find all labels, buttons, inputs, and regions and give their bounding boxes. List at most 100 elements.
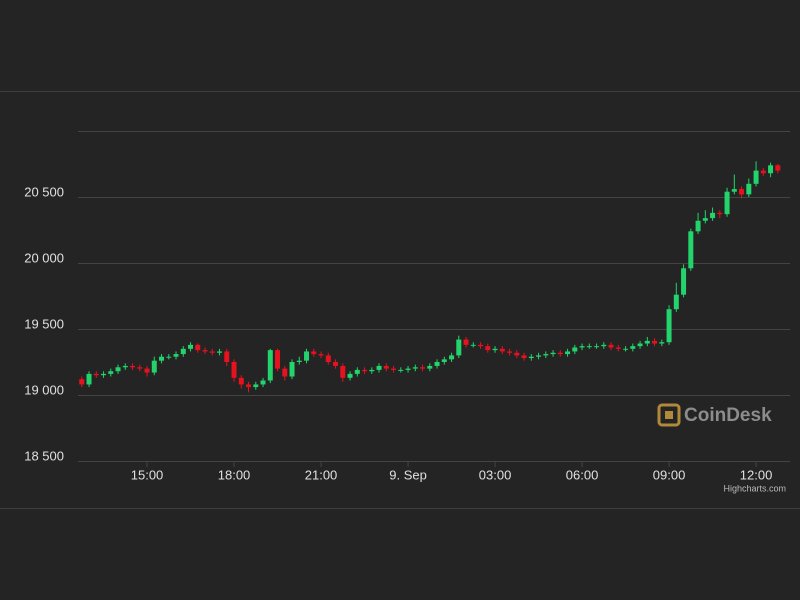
candle-body bbox=[543, 354, 549, 356]
candle-body bbox=[144, 368, 150, 373]
credits: Highcharts.com bbox=[723, 483, 786, 493]
candle-body bbox=[775, 165, 781, 171]
candle-body bbox=[405, 368, 411, 370]
candle-body bbox=[623, 348, 629, 350]
candle-body bbox=[710, 212, 716, 219]
candle-body bbox=[594, 346, 600, 348]
y-tick-label: 20 000 bbox=[24, 250, 64, 265]
candle-body bbox=[275, 350, 281, 369]
x-tick-label: 03:00 bbox=[479, 467, 512, 482]
watermark-text: CoinDesk bbox=[684, 405, 772, 426]
candle-body bbox=[463, 339, 469, 345]
candle-body bbox=[340, 365, 346, 378]
candle-body bbox=[209, 351, 215, 353]
candle-body bbox=[383, 365, 389, 369]
candle-body bbox=[188, 344, 194, 349]
candle-body bbox=[108, 371, 114, 374]
candle-body bbox=[427, 365, 433, 369]
candle-body bbox=[746, 183, 752, 195]
y-tick-label: 19 500 bbox=[24, 316, 64, 331]
candle-body bbox=[673, 294, 679, 310]
candle-body bbox=[565, 351, 571, 355]
candle-body bbox=[579, 346, 585, 348]
candle-body bbox=[528, 356, 534, 359]
x-tick-label: 18:00 bbox=[218, 467, 251, 482]
candle-body bbox=[115, 367, 121, 372]
candle-body bbox=[470, 344, 476, 346]
candle-body bbox=[354, 369, 360, 374]
candle-body bbox=[695, 220, 701, 232]
candle-body bbox=[296, 360, 302, 362]
candle-body bbox=[267, 350, 273, 381]
candle-body bbox=[499, 348, 505, 352]
candle-body bbox=[347, 373, 353, 378]
candle-body bbox=[151, 360, 157, 373]
candle-body bbox=[753, 170, 759, 184]
candle-body bbox=[173, 354, 179, 357]
candle-body bbox=[325, 355, 331, 362]
candle-body bbox=[659, 342, 665, 344]
candle-body bbox=[630, 346, 636, 349]
y-tick-label: 18 500 bbox=[24, 448, 64, 463]
candle-body bbox=[122, 365, 128, 368]
candle-body bbox=[101, 373, 107, 376]
candle-body bbox=[420, 367, 426, 369]
candle-body bbox=[93, 373, 99, 376]
candle-body bbox=[681, 268, 687, 295]
candle-body bbox=[289, 362, 295, 377]
candle-body bbox=[507, 351, 513, 353]
x-tick-label: 12:00 bbox=[740, 467, 773, 482]
candle-body bbox=[666, 309, 672, 343]
candle-body bbox=[195, 344, 201, 351]
candle-body bbox=[159, 356, 165, 361]
x-tick-label: 09:00 bbox=[653, 467, 686, 482]
candle-body bbox=[246, 384, 252, 388]
x-tick-label: 15:00 bbox=[131, 467, 164, 482]
candle-body bbox=[311, 351, 317, 355]
candle-body bbox=[731, 189, 737, 192]
candle-body bbox=[760, 170, 766, 174]
candle-body bbox=[398, 369, 404, 371]
candle-body bbox=[376, 365, 382, 370]
candle-body bbox=[717, 212, 723, 215]
x-tick-label: 9. Sep bbox=[389, 467, 427, 482]
candle-body bbox=[608, 344, 614, 348]
candle-body bbox=[231, 362, 237, 378]
candle-body bbox=[441, 359, 447, 362]
candle-body bbox=[412, 367, 418, 369]
candle-body bbox=[362, 369, 368, 372]
y-tick-label: 20 500 bbox=[24, 184, 64, 199]
candle-body bbox=[86, 373, 92, 385]
candle-body bbox=[724, 191, 730, 215]
x-tick-label: 06:00 bbox=[566, 467, 599, 482]
candle-body bbox=[137, 367, 143, 369]
x-tick-label: 21:00 bbox=[305, 467, 338, 482]
candle-body bbox=[702, 218, 708, 221]
candle-body bbox=[478, 344, 484, 347]
candle-body bbox=[180, 348, 186, 355]
candle-body bbox=[456, 339, 462, 356]
candle-body bbox=[652, 340, 658, 344]
candle-body bbox=[586, 346, 592, 348]
candle-body bbox=[318, 354, 324, 356]
candle-body bbox=[391, 368, 397, 370]
candle-body bbox=[304, 351, 310, 361]
candle-body bbox=[166, 356, 172, 358]
candle-body bbox=[434, 362, 440, 366]
candle-body bbox=[572, 347, 578, 352]
candle-body bbox=[485, 346, 491, 351]
candle-body bbox=[637, 343, 643, 347]
candle-body bbox=[601, 344, 607, 347]
candle-body bbox=[644, 340, 650, 344]
candle-body bbox=[369, 369, 375, 372]
candle-body bbox=[253, 384, 259, 388]
watermark-logo bbox=[657, 403, 681, 427]
candle-body bbox=[333, 362, 339, 366]
candle-body bbox=[492, 348, 498, 351]
candle-body bbox=[238, 377, 244, 385]
candle-body bbox=[768, 165, 774, 174]
candle-body bbox=[557, 352, 563, 355]
watermark: CoinDesk bbox=[657, 403, 772, 427]
